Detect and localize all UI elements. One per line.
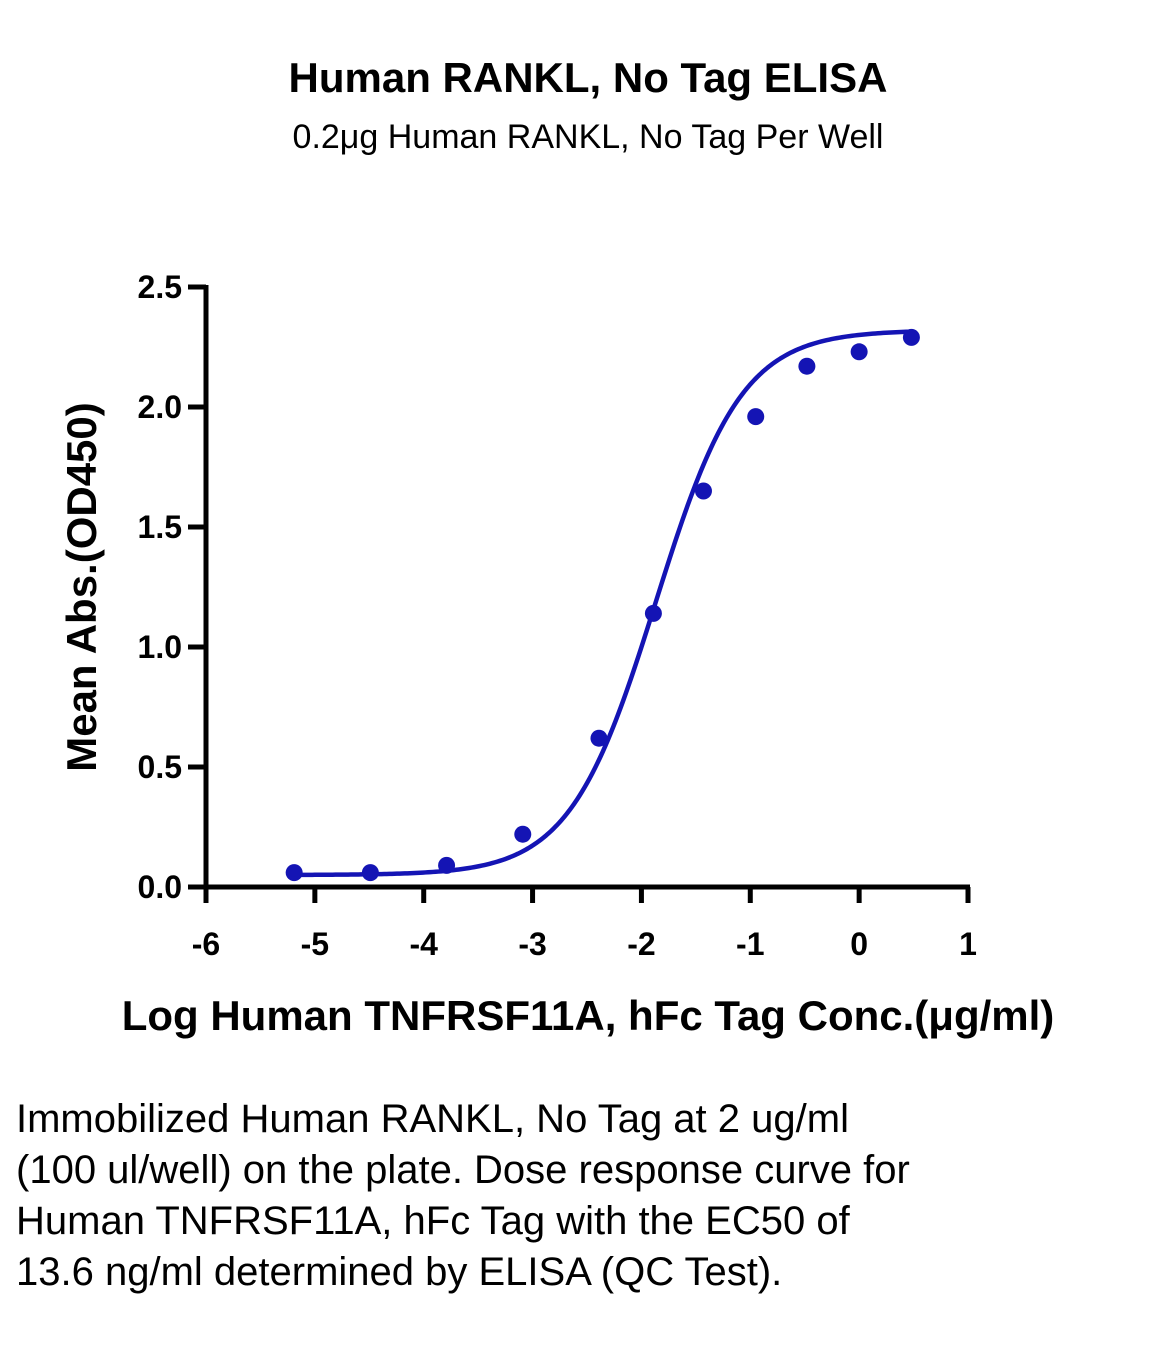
x-tick-label: 0	[850, 926, 868, 962]
y-tick-label: 2.0	[138, 389, 182, 425]
data-point	[285, 864, 303, 882]
data-point	[361, 864, 379, 882]
x-tick-label: -4	[409, 926, 438, 962]
data-point	[644, 604, 662, 622]
data-point	[590, 729, 608, 747]
fit-curve-layer	[294, 329, 912, 878]
data-point	[514, 825, 532, 843]
data-point	[850, 343, 868, 361]
chart-title: Human RANKL, No Tag ELISA	[289, 54, 888, 101]
data-points	[285, 328, 920, 882]
x-tick-label: -6	[192, 926, 220, 962]
data-point	[902, 328, 920, 346]
axes	[203, 285, 970, 890]
fit-curve-line	[294, 329, 912, 878]
figure-caption: Immobilized Human RANKL, No Tag at 2 ug/…	[16, 1097, 910, 1294]
data-point	[747, 408, 765, 426]
chart-subtitle: 0.2μg Human RANKL, No Tag Per Well	[293, 118, 884, 156]
y-tick-label: 2.5	[138, 269, 182, 305]
x-tick-label: -5	[301, 926, 329, 962]
data-point	[438, 856, 456, 874]
y-tick-label: 0.0	[138, 869, 182, 905]
chart: Human RANKL, No Tag ELISA 0.2μg Human RA…	[58, 54, 1055, 1039]
y-axis-ticks: 0.0 0.5 1.0 1.5 2.0 2.5	[138, 269, 206, 905]
data-point	[694, 482, 712, 500]
y-tick-label: 1.5	[138, 509, 182, 545]
x-tick-label: 1	[959, 926, 977, 962]
x-tick-label: -3	[518, 926, 546, 962]
data-point	[798, 357, 816, 375]
x-tick-label: -1	[736, 926, 764, 962]
y-tick-label: 0.5	[138, 749, 182, 785]
y-axis-label: Mean Abs.(OD450)	[58, 402, 105, 772]
y-tick-label: 1.0	[138, 629, 182, 665]
x-axis-label: Log Human TNFRSF11A, hFc Tag Conc.(μg/ml…	[122, 992, 1055, 1039]
x-axis-ticks: -6 -5 -4 -3 -2 -1 0 1	[192, 887, 977, 962]
x-tick-label: -2	[627, 926, 655, 962]
